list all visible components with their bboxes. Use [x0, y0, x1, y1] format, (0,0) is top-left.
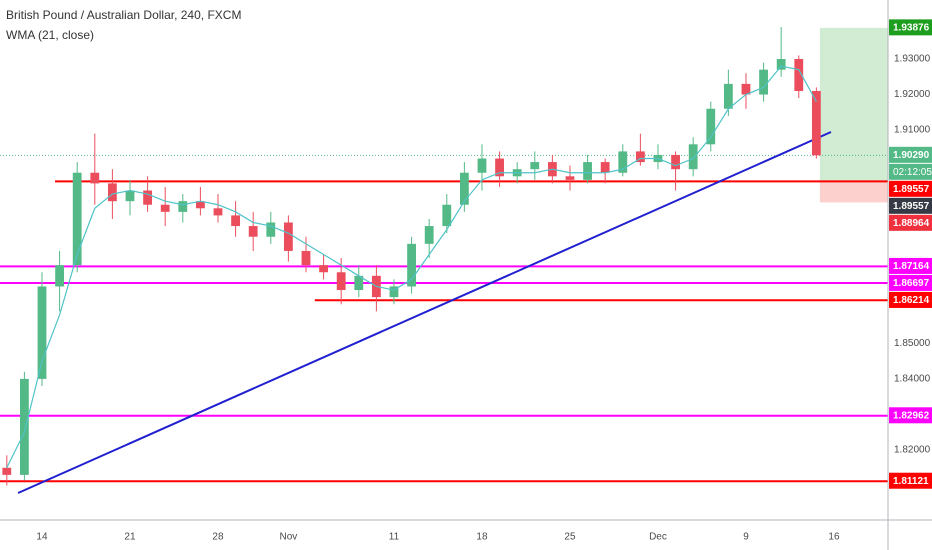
candle-body — [741, 83, 751, 95]
price-label-bg — [889, 180, 932, 197]
candle-body — [248, 226, 258, 237]
x-tick-label: 16 — [828, 532, 840, 543]
x-tick-label: Dec — [649, 532, 667, 543]
candle-body — [301, 250, 311, 266]
price-label: 1.86697 — [893, 278, 930, 289]
candle-body — [811, 90, 821, 156]
candle-body — [283, 222, 293, 251]
candle-body — [37, 286, 47, 379]
candle-body — [389, 286, 399, 298]
candle-body — [72, 172, 82, 266]
candle-body — [90, 172, 100, 184]
candle-body — [635, 151, 645, 163]
candle-body — [776, 59, 786, 70]
candle-body — [688, 144, 698, 170]
stop-zone — [819, 181, 888, 203]
candle-body — [759, 69, 768, 95]
candle-body — [125, 190, 135, 202]
candle-body — [55, 265, 64, 287]
price-label: 1.90290 — [893, 150, 930, 161]
target-zone — [819, 27, 888, 182]
candle-body — [442, 204, 452, 227]
x-tick-label: 18 — [476, 532, 488, 543]
candle-body — [2, 467, 12, 475]
y-tick-label: 1.85000 — [894, 338, 931, 349]
chart-title: British Pound / Australian Dollar, 240, … — [6, 8, 241, 22]
wma-line — [6, 65, 817, 469]
candle-body — [407, 243, 416, 287]
candle-body — [213, 208, 223, 216]
x-tick-label: 11 — [389, 532, 400, 543]
y-tick-label: 1.91000 — [894, 125, 931, 136]
candle-body — [424, 226, 434, 244]
price-label-bg — [889, 214, 932, 231]
candle-body — [565, 176, 575, 180]
candle-body — [618, 151, 628, 173]
candle-body — [143, 190, 152, 205]
x-tick-label: 25 — [564, 532, 576, 543]
price-label: 1.82962 — [893, 410, 930, 421]
candle-body — [19, 378, 29, 475]
candle-body — [583, 162, 592, 180]
plot-area — [0, 27, 888, 494]
price-label-bg — [889, 274, 932, 291]
price-label-bg — [889, 407, 932, 424]
y-tick-label: 1.92000 — [894, 89, 931, 100]
candle-body — [231, 215, 240, 227]
candle-body — [266, 222, 276, 237]
price-label-bg — [889, 19, 932, 36]
price-label: 1.88964 — [893, 218, 930, 229]
y-tick-label: 1.84000 — [894, 374, 931, 385]
price-label-bg — [889, 257, 932, 274]
candle-body — [794, 59, 804, 91]
candle-body — [600, 162, 610, 173]
price-label-bg — [889, 146, 932, 163]
price-label: 1.86214 — [893, 295, 930, 306]
price-label-bg — [889, 472, 932, 489]
price-label: 1.93876 — [893, 23, 930, 34]
price-label: 1.89557 — [893, 201, 930, 212]
candle-body — [477, 158, 487, 173]
x-tick-label: 21 — [124, 532, 136, 543]
price-label: 1.87164 — [893, 261, 930, 272]
x-tick-label: Nov — [279, 532, 297, 543]
trendline — [17, 131, 832, 494]
candle-body — [671, 154, 680, 170]
candle-body — [107, 183, 117, 202]
candle-body — [495, 158, 504, 177]
candle-body — [706, 108, 716, 145]
indicator-label: WMA (21, close) — [6, 28, 94, 42]
candle-body — [160, 204, 170, 212]
candle-body — [178, 201, 188, 212]
candle-body — [354, 275, 364, 291]
x-tick-label: 9 — [743, 532, 749, 543]
countdown-bg — [889, 163, 932, 180]
price-label-bg — [889, 291, 932, 308]
candle-body — [195, 201, 205, 209]
x-tick-label: 28 — [212, 532, 224, 543]
price-label: 1.89557 — [893, 184, 930, 195]
candle-body — [530, 162, 540, 170]
x-tick-label: 14 — [36, 532, 48, 543]
candle-body — [319, 265, 328, 273]
price-label: 1.81121 — [893, 476, 929, 487]
candle-body — [723, 83, 733, 109]
y-tick-label: 1.93000 — [894, 54, 931, 65]
y-tick-label: 1.82000 — [894, 445, 931, 456]
candle-body — [459, 172, 469, 205]
candle-body — [336, 272, 346, 291]
countdown: 02:12:05 — [893, 167, 932, 178]
price-label-bg — [889, 197, 932, 214]
